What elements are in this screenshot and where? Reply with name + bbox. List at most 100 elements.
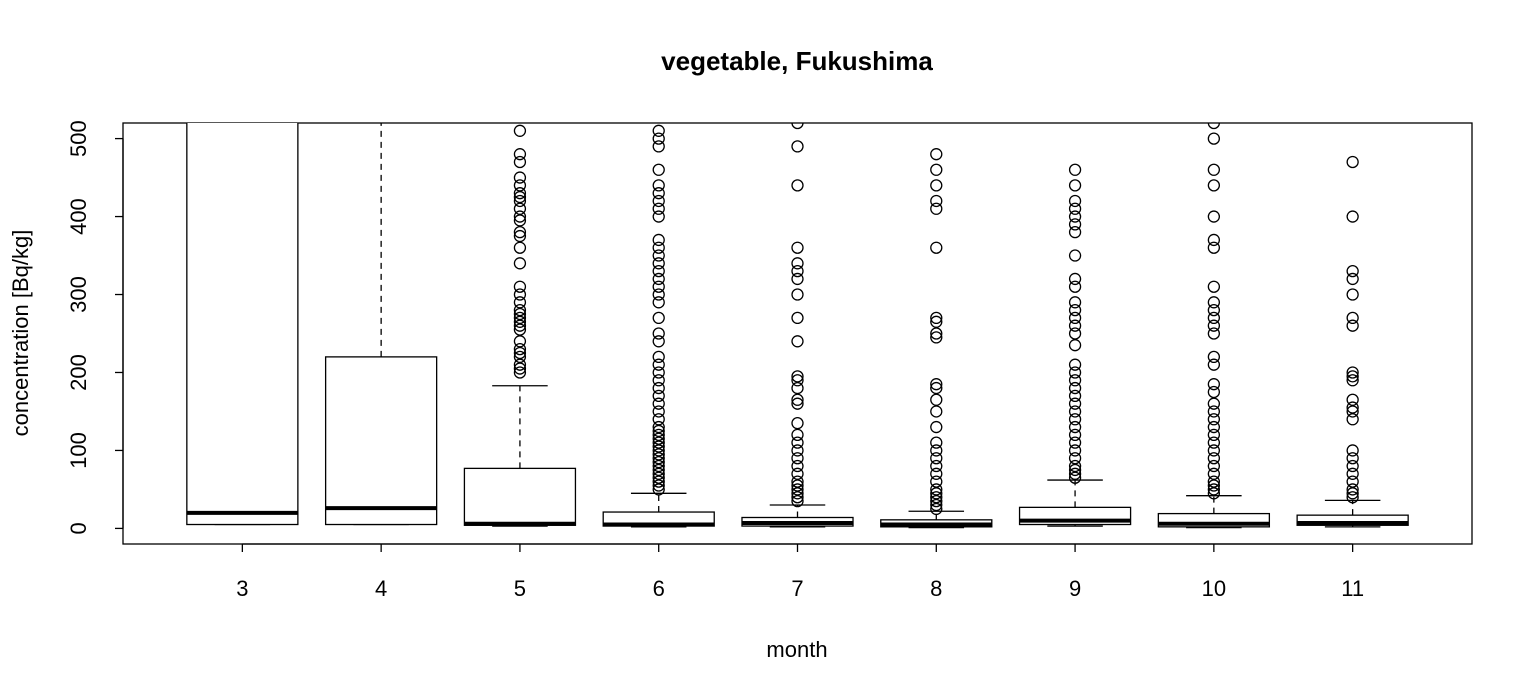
outlier <box>1207 132 1221 145</box>
outlier <box>652 455 665 469</box>
outlier <box>1207 179 1221 192</box>
outlier <box>1346 311 1359 325</box>
outlier <box>1207 428 1221 442</box>
outlier <box>1068 381 1082 395</box>
outlier <box>791 494 804 508</box>
outlier <box>652 272 665 286</box>
outlier <box>652 124 665 137</box>
outlier <box>652 179 665 192</box>
outlier <box>1346 467 1359 480</box>
outlier <box>513 303 527 317</box>
x-tick-label: 5 <box>514 576 526 601</box>
outlier <box>1207 358 1221 371</box>
outlier <box>930 315 943 328</box>
outlier <box>1068 218 1082 231</box>
outlier <box>1068 303 1082 317</box>
outlier <box>513 241 527 254</box>
outlier <box>1068 436 1082 449</box>
outlier <box>652 163 665 176</box>
outlier <box>1068 272 1082 286</box>
outlier <box>1068 420 1082 434</box>
outlier <box>652 475 665 488</box>
outlier <box>513 296 527 309</box>
outlier <box>930 502 943 516</box>
outlier <box>652 405 665 418</box>
outlier <box>1207 296 1221 309</box>
outlier <box>791 264 804 278</box>
outlier <box>791 467 804 480</box>
outlier <box>513 187 527 200</box>
outlier <box>930 311 943 325</box>
outlier <box>652 194 665 208</box>
outlier <box>513 288 527 301</box>
outlier <box>791 428 804 442</box>
outlier <box>1346 319 1359 332</box>
y-tick-label: 200 <box>66 354 91 391</box>
outlier <box>1346 487 1359 500</box>
outlier <box>652 389 665 403</box>
outlier <box>930 494 943 508</box>
outlier <box>1068 467 1082 480</box>
outlier <box>652 264 665 278</box>
outlier <box>1346 210 1359 223</box>
outlier <box>930 498 943 512</box>
outlier <box>1068 339 1082 352</box>
box <box>186 123 299 526</box>
outlier <box>1068 459 1082 473</box>
outlier <box>791 241 804 254</box>
outlier <box>930 331 943 344</box>
outlier <box>791 370 804 383</box>
outlier <box>791 123 804 130</box>
outlier <box>513 366 527 379</box>
outlier <box>1068 327 1082 340</box>
outlier <box>1068 179 1082 192</box>
outlier <box>513 350 527 364</box>
outlier <box>791 479 804 492</box>
chart-title: vegetable, Fukushima <box>661 46 933 76</box>
outlier <box>513 315 527 328</box>
outlier <box>791 179 804 192</box>
outlier <box>652 381 665 395</box>
outlier <box>1207 319 1221 332</box>
outlier <box>791 257 804 270</box>
outlier <box>791 417 804 430</box>
outlier <box>652 202 665 215</box>
outlier <box>1068 405 1082 418</box>
outlier <box>791 491 804 504</box>
outlier <box>930 148 943 161</box>
outlier <box>513 214 527 227</box>
outlier <box>652 335 665 348</box>
box <box>1296 514 1409 526</box>
outlier <box>1207 487 1221 500</box>
outlier <box>652 249 665 262</box>
outlier <box>513 229 527 243</box>
outlier <box>930 241 943 254</box>
outlier <box>930 381 943 395</box>
outlier <box>652 444 665 457</box>
outlier <box>652 471 665 484</box>
outlier <box>1207 413 1221 426</box>
outlier <box>930 436 943 449</box>
outlier <box>930 487 943 500</box>
outlier <box>513 202 527 215</box>
outlier <box>513 323 527 336</box>
outlier <box>1068 463 1082 477</box>
outlier <box>791 311 804 325</box>
x-tick-label: 11 <box>1341 576 1364 601</box>
outlier <box>1346 288 1359 301</box>
outlier <box>791 140 804 153</box>
outlier <box>1068 210 1082 223</box>
outlier <box>1346 366 1359 379</box>
x-tick-label: 3 <box>236 576 248 601</box>
outlier <box>1068 452 1082 465</box>
outlier <box>1207 163 1221 176</box>
outlier <box>791 374 804 387</box>
outlier <box>1068 296 1082 309</box>
outlier <box>652 140 665 153</box>
outlier <box>1207 327 1221 340</box>
y-tick-label: 0 <box>66 522 91 534</box>
outlier <box>1068 319 1082 332</box>
outlier <box>652 187 665 200</box>
outlier <box>652 483 665 496</box>
